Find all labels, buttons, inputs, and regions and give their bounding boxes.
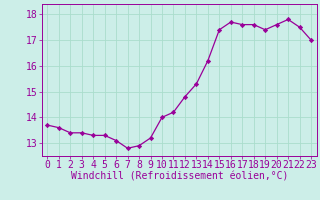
X-axis label: Windchill (Refroidissement éolien,°C): Windchill (Refroidissement éolien,°C) (70, 172, 288, 182)
